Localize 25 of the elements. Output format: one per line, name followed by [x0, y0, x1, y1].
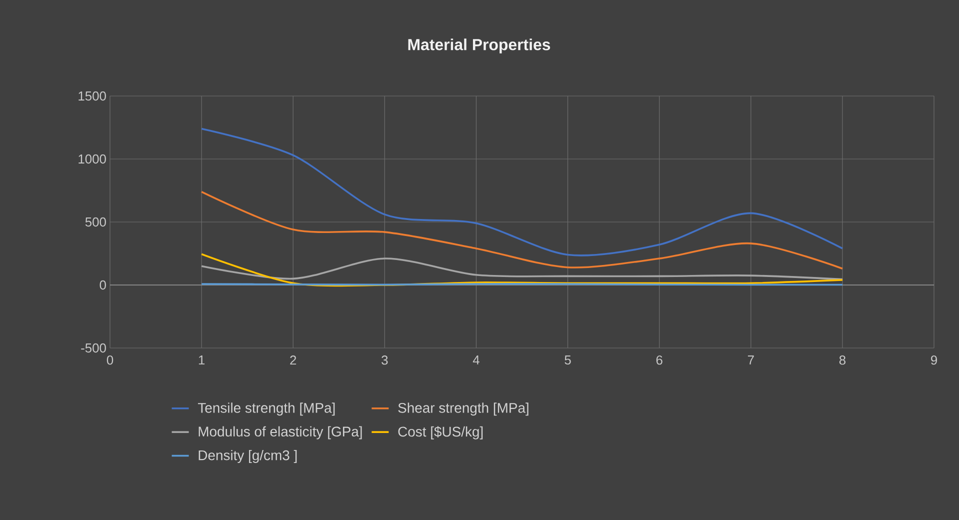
x-tick-label: 3 — [382, 356, 388, 365]
x-tick-label: 5 — [564, 356, 571, 365]
legend-label: Density [g/cm3 ] — [198, 450, 297, 463]
line-series — [200, 190, 844, 270]
x-tick-label: 2 — [290, 356, 296, 365]
legend-label: Cost [$US/kg] — [398, 426, 483, 440]
y-tick-label: 1000 — [78, 154, 106, 164]
x-tick-label: 8 — [839, 356, 846, 365]
x-tick-label: 7 — [748, 356, 754, 364]
legend-label: Tensile strength [MPa] — [198, 402, 335, 416]
x-tick-label: 9 — [931, 356, 937, 365]
y-tick-label: 0 — [100, 280, 106, 290]
legend-label: Modulus of elasticity [GPa] — [198, 426, 362, 440]
line-series — [200, 253, 844, 287]
line-series — [200, 128, 844, 256]
line-series — [200, 258, 844, 280]
chart-title: Material Properties — [408, 38, 550, 54]
x-tick-label: 0 — [106, 356, 114, 365]
x-tick-label: 1 — [198, 356, 205, 364]
y-tick-label: 500 — [85, 217, 106, 227]
x-tick-label: 6 — [656, 356, 662, 365]
y-tick-label: -500 — [81, 343, 106, 353]
legend-label: Shear strength [MPa] — [398, 402, 528, 416]
y-tick-label: 1500 — [78, 91, 106, 101]
x-tick-label: 4 — [472, 356, 480, 364]
